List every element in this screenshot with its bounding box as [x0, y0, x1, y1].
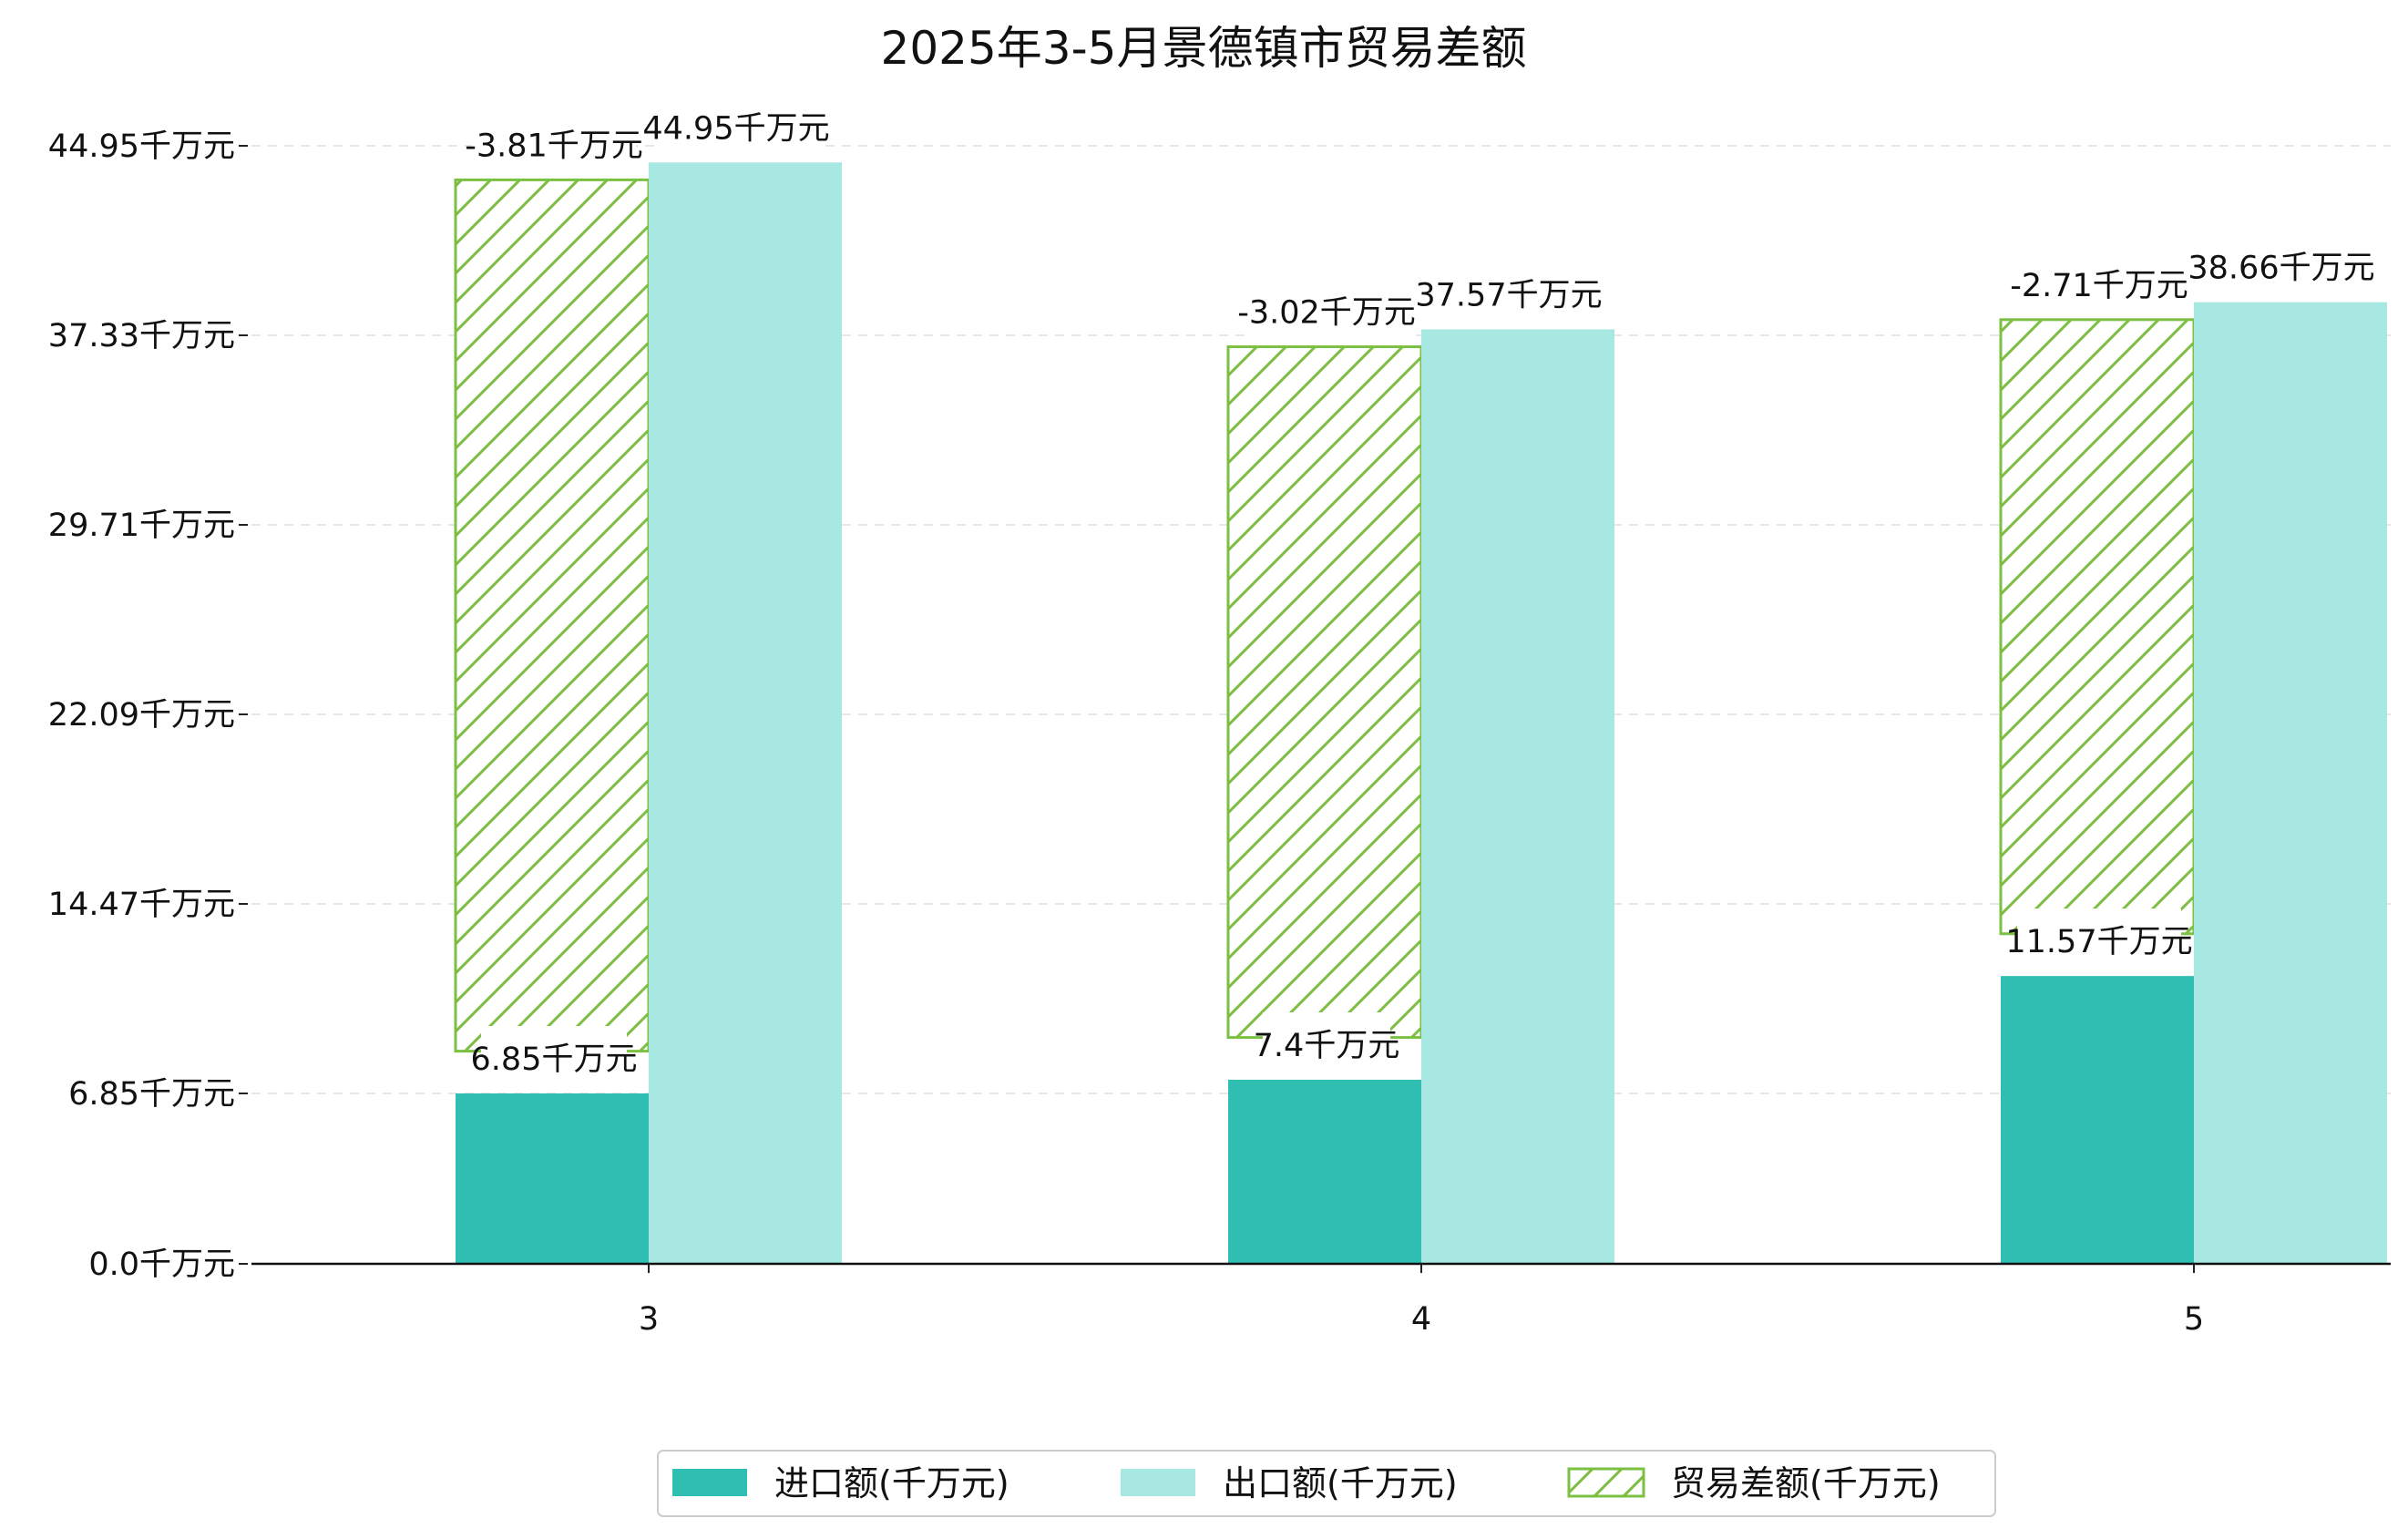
balance-bar [1226, 345, 1423, 1040]
axes: 0.0千万元6.85千万元14.47千万元22.09千万元29.71千万元37.… [48, 128, 2391, 1338]
export-label: 44.95千万元 [642, 110, 829, 147]
legend-export-swatch [1121, 1469, 1195, 1496]
balance-bar [1999, 318, 2196, 936]
export-label: 37.57千万元 [1415, 277, 1602, 313]
y-tick-label: 37.33千万元 [48, 318, 235, 354]
import-label-bg [481, 1026, 627, 1091]
import-bar [1228, 1080, 1421, 1264]
balance-label-bg [2017, 251, 2181, 316]
y-tick-label: 22.09千万元 [48, 697, 235, 734]
export-label-bg [1427, 262, 1591, 326]
import-label: 6.85千万元 [471, 1041, 638, 1078]
x-tick-label: 4 [1411, 1301, 1431, 1338]
import-label-bg [1263, 1012, 1390, 1077]
export-label: 38.66千万元 [2188, 251, 2374, 287]
export-bar [649, 162, 842, 1265]
legend: 进口额(千万元) 出口额(千万元) 贸易差额(千万元) [657, 1450, 1996, 1517]
legend-export-label: 出口额(千万元) [1223, 1463, 1458, 1503]
legend-balance-swatch [1567, 1467, 1645, 1498]
balance-bar [454, 178, 651, 1053]
export-label-bg [2199, 234, 2363, 299]
y-tick-label: 44.95千万元 [48, 128, 235, 165]
legend-box [657, 1450, 1996, 1517]
legend-import-label: 进口额(千万元) [774, 1463, 1009, 1503]
import-label-bg [2017, 908, 2181, 973]
x-tick-label: 5 [2184, 1301, 2204, 1338]
balance-label-bg [1245, 279, 1409, 344]
import-label: 7.4千万元 [1254, 1028, 1400, 1064]
x-tick-label: 3 [639, 1301, 659, 1338]
legend-import-swatch [672, 1469, 747, 1496]
data-labels: 44.95千万元-3.81千万元 6.85千万元 37.57千万元-3.02千万元 7… [465, 95, 2375, 1091]
export-bar [2194, 302, 2387, 1264]
balance-label: -3.81千万元 [465, 128, 643, 164]
balance-label-bg [472, 112, 636, 177]
y-tick-label: 0.0千万元 [88, 1247, 235, 1283]
y-tick-label: 6.85千万元 [68, 1076, 235, 1113]
export-bar [1421, 329, 1614, 1264]
import-bar [456, 1093, 649, 1264]
legend-balance-label: 贸易差额(千万元) [1671, 1463, 1941, 1503]
balance-label: -3.02千万元 [1237, 295, 1416, 332]
import-bar [2001, 976, 2194, 1264]
balance-label: -2.71千万元 [2010, 268, 2188, 304]
chart-title: 2025年3-5月景德镇市贸易差额 [881, 22, 1527, 75]
export-label-bg [654, 95, 818, 159]
import-label: 11.57千万元 [2005, 924, 2192, 960]
y-tick-label: 29.71千万元 [48, 508, 235, 544]
bars [454, 162, 2387, 1265]
y-tick-label: 14.47千万元 [48, 887, 235, 923]
